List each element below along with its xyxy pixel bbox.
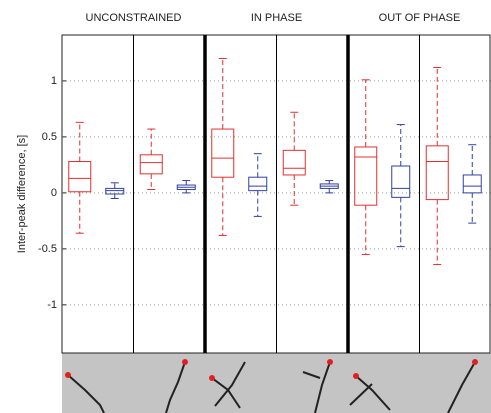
y-tick-label: 0.5 xyxy=(42,131,57,143)
y-tick-label: -0.5 xyxy=(38,243,57,255)
box xyxy=(355,147,377,205)
y-tick-label: 1 xyxy=(51,75,57,87)
y-tick-label: -1 xyxy=(47,299,57,311)
box xyxy=(212,129,234,177)
box xyxy=(140,155,162,174)
box xyxy=(249,177,267,190)
box xyxy=(426,146,448,200)
chart: Inter-peak difference, [s] 1 0.5 0 -0.5 -1 UN… xyxy=(0,0,491,413)
pose-strip xyxy=(62,353,491,413)
y-tick-label: 0 xyxy=(51,187,57,199)
box xyxy=(463,175,481,193)
group-label: IN PHASE xyxy=(251,12,302,24)
group-label: OUT OF PHASE xyxy=(379,12,461,24)
y-axis-label: Inter-peak difference, [s] xyxy=(16,135,28,253)
group-label: UNCONSTRAINED xyxy=(86,12,182,24)
box xyxy=(69,162,91,192)
box xyxy=(283,150,305,175)
